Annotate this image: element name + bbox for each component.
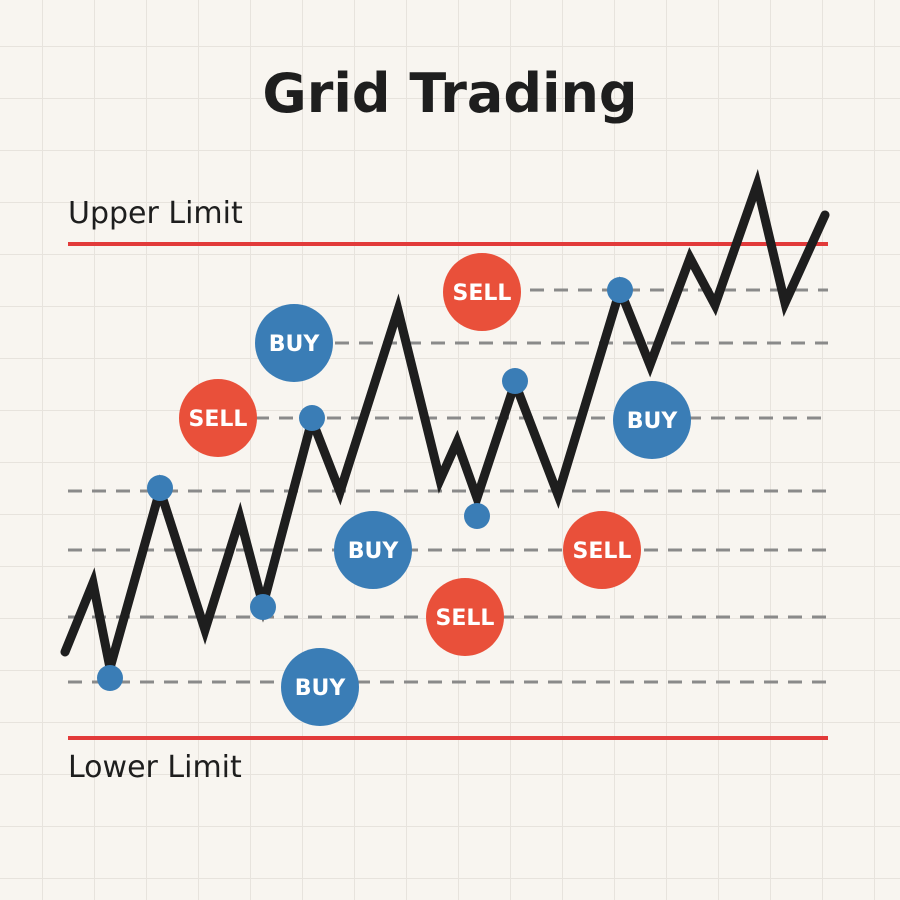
buy-order-label: BUY	[348, 539, 400, 564]
buy-order-badge	[334, 511, 412, 589]
buy-order-label: BUY	[269, 332, 321, 357]
sell-order-label: SELL	[453, 281, 512, 306]
fill-point-dot	[607, 277, 633, 303]
sell-order-badge	[563, 511, 641, 589]
buy-order-label: BUY	[627, 409, 679, 434]
sell-order-badge	[179, 379, 257, 457]
buy-order-badge	[281, 648, 359, 726]
buy-order-badge	[255, 304, 333, 382]
sell-order-label: SELL	[573, 539, 632, 564]
fill-point-dot	[299, 405, 325, 431]
lower-limit-label: Lower Limit	[68, 750, 242, 785]
sell-order-badge	[443, 253, 521, 331]
sell-order-label: SELL	[189, 407, 248, 432]
sell-order-label: SELL	[436, 606, 495, 631]
price-line	[60, 169, 830, 670]
fill-point-dot	[147, 475, 173, 501]
fill-point-dot	[464, 503, 490, 529]
title: Grid Trading	[262, 62, 638, 125]
sell-order-badge	[426, 578, 504, 656]
upper-limit-label: Upper Limit	[68, 196, 243, 231]
fill-point-dot	[97, 665, 123, 691]
buy-order-badge	[613, 381, 691, 459]
fill-point-dot	[250, 594, 276, 620]
fill-point-dot	[502, 368, 528, 394]
buy-order-label: BUY	[295, 676, 347, 701]
